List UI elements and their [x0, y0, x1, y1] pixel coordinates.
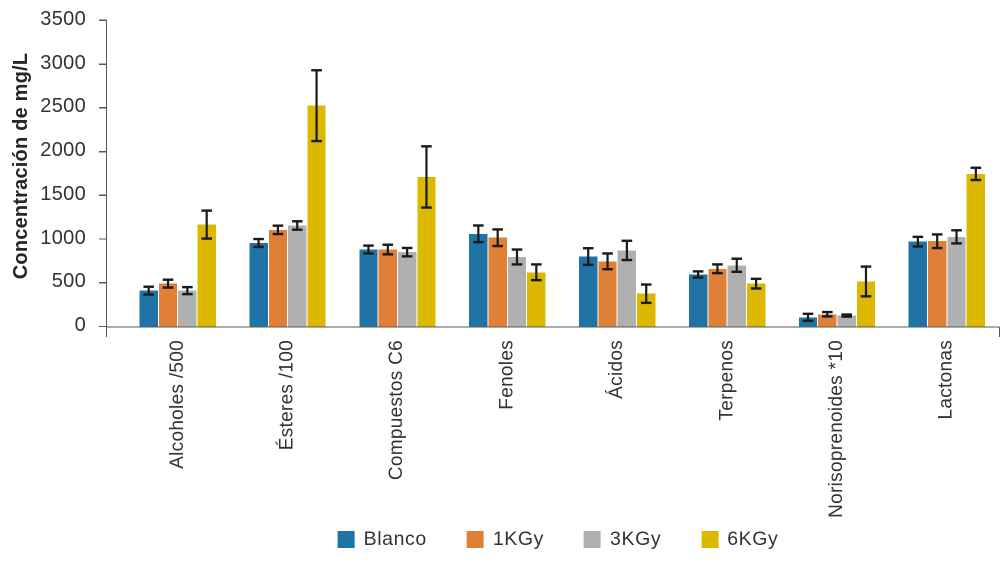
- bar-Blanco-4: [579, 256, 598, 327]
- error-bar-1KGy-7: [931, 233, 943, 250]
- error-bar-1KGy-1: [272, 224, 284, 236]
- legend-swatch-1KGy: [466, 530, 484, 548]
- y-tick-label-2000: 2000: [40, 139, 86, 162]
- error-bar-1KGy-5: [712, 263, 723, 275]
- error-bar-Blanco-1: [253, 237, 264, 249]
- error-bar-3KGy-7: [951, 229, 962, 245]
- legend-swatch-6KGy: [701, 530, 719, 548]
- bar-Blanco-3: [469, 233, 488, 327]
- legend-label-1KGy: 1KGy: [492, 528, 545, 550]
- bar-6KGy-5: [746, 283, 766, 327]
- bar-Blanco-0: [139, 290, 158, 327]
- error-bar-3KGy-2: [401, 246, 413, 258]
- bar-6KGy-7: [966, 173, 986, 327]
- bar-3KGy-3: [507, 256, 527, 327]
- x-category-label-2: Compuestos C6: [386, 340, 408, 481]
- legend: Blanco 1KGy 3KGy 6KGy: [337, 528, 779, 550]
- bar-3KGy-1: [288, 225, 307, 327]
- bar-Blanco-1: [249, 242, 268, 327]
- error-bar-Blanco-5: [692, 270, 704, 279]
- bar-6KGy-1: [307, 105, 326, 327]
- bar-6KGy-6: [856, 281, 876, 327]
- error-bar-6KGy-4: [640, 283, 652, 305]
- y-tick-label-3500: 3500: [40, 7, 86, 30]
- x-category-label-5: Terpenos: [716, 340, 738, 421]
- error-bar-6KGy-1: [311, 69, 322, 143]
- bar-1KGy-4: [598, 261, 617, 327]
- legend-item-1KGy[interactable]: 1KGy: [466, 528, 545, 550]
- x-category-label-0: Alcoholes /500: [166, 340, 188, 469]
- error-bar-1KGy-0: [162, 278, 174, 289]
- bar-Blanco-5: [688, 274, 708, 327]
- bar-1KGy-5: [708, 268, 727, 327]
- error-bar-3KGy-4: [621, 239, 633, 262]
- error-bar-6KGy-6: [860, 265, 872, 298]
- x-category-label-7: Lactonas: [935, 340, 957, 420]
- error-bar-Blanco-2: [363, 244, 374, 255]
- x-category-label-3: Fenoles: [496, 340, 518, 410]
- legend-item-3KGy[interactable]: 3KGy: [584, 529, 661, 549]
- bar-6KGy-2: [417, 176, 436, 327]
- error-bar-1KGy-4: [602, 252, 613, 271]
- error-bar-Blanco-6: [802, 312, 814, 323]
- error-bar-6KGy-2: [421, 145, 432, 209]
- error-bar-6KGy-0: [201, 209, 212, 240]
- error-bar-3KGy-3: [511, 248, 523, 266]
- y-tick-label-3000: 3000: [40, 51, 86, 74]
- legend-item-Blanco[interactable]: Blanco: [337, 528, 427, 550]
- error-bar-1KGy-2: [382, 243, 394, 256]
- x-category-label-1: Ésteres /100: [276, 340, 298, 451]
- bar-1KGy-0: [158, 283, 178, 327]
- bar-1KGy-3: [488, 237, 507, 327]
- legend-label-Blanco: Blanco: [363, 528, 427, 550]
- legend-item-6KGy[interactable]: 6KGy: [701, 529, 778, 549]
- bar-3KGy-7: [947, 236, 966, 327]
- bar-3KGy-5: [727, 265, 746, 327]
- y-tick-label-0: 0: [74, 314, 86, 336]
- bar-6KGy-3: [527, 272, 546, 327]
- error-bar-3KGy-0: [182, 285, 193, 296]
- legend-label-3KGy: 3KGy: [610, 528, 662, 550]
- bar-6KGy-0: [197, 224, 216, 327]
- bar-1KGy-1: [268, 229, 288, 327]
- y-tick-label-500: 500: [51, 270, 86, 293]
- error-bar-6KGy-7: [970, 166, 982, 182]
- error-bar-6KGy-3: [531, 263, 542, 282]
- x-category-label-6: Norisoprenoides *10: [826, 340, 847, 518]
- error-bar-1KGy-6: [822, 310, 833, 318]
- bar-3KGy-6: [837, 315, 856, 327]
- error-bar-Blanco-7: [912, 235, 924, 248]
- error-bar-6KGy-5: [750, 277, 762, 290]
- bar-1KGy-2: [378, 249, 397, 327]
- bar-Blanco-7: [908, 241, 928, 327]
- legend-swatch-3KGy: [584, 530, 602, 548]
- error-bar-3KGy-6: [841, 313, 852, 318]
- y-tick-label-2500: 2500: [40, 95, 86, 118]
- legend-swatch-Blanco: [337, 530, 355, 548]
- y-tick-label-1000: 1000: [40, 226, 86, 249]
- legend-label-6KGy: 6KGy: [727, 528, 779, 550]
- error-bar-Blanco-3: [473, 224, 484, 244]
- bar-3KGy-2: [397, 252, 417, 327]
- bar-3KGy-0: [178, 290, 197, 327]
- bar-Blanco-2: [359, 249, 378, 327]
- x-category-label-4: Ácidos: [606, 340, 628, 399]
- error-bar-1KGy-3: [492, 228, 503, 248]
- bar-3KGy-4: [617, 250, 637, 327]
- error-bar-Blanco-4: [582, 247, 594, 267]
- bar-1KGy-7: [928, 241, 947, 327]
- error-bar-3KGy-5: [731, 257, 743, 274]
- error-bar-Blanco-0: [143, 285, 155, 296]
- error-bar-3KGy-1: [291, 220, 303, 231]
- axes: [99, 19, 1001, 337]
- y-tick-label-1500: 1500: [40, 182, 86, 205]
